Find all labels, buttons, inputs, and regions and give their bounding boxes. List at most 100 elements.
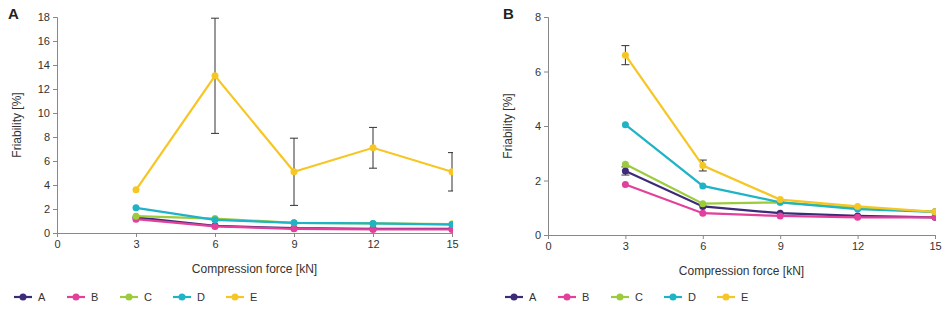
series-line [625, 185, 935, 218]
x-axis-title: Compression force [kN] [679, 264, 804, 278]
panel: A02468101214161803691215Friability [%]Co… [8, 5, 459, 303]
data-point [854, 214, 861, 221]
x-tick: 9 [778, 235, 784, 252]
x-tick: 3 [623, 235, 629, 252]
legend-item: A [14, 291, 46, 303]
x-tick-label: 9 [778, 240, 784, 252]
y-tick-mark [53, 185, 57, 186]
legend-item: B [558, 291, 589, 303]
x-tick: 15 [446, 233, 458, 250]
x-tick-mark [136, 233, 137, 237]
plot-area [133, 18, 454, 233]
y-tick: 6 [44, 155, 57, 167]
y-tick-label: 0 [535, 229, 541, 241]
y-axis-line [544, 18, 549, 236]
data-point [622, 181, 629, 188]
error-bar [369, 127, 377, 168]
series-line [625, 125, 935, 212]
x-tick-mark [373, 233, 374, 237]
legend-item: E [717, 291, 748, 303]
legend-swatch-marker [179, 294, 186, 301]
y-tick-label: 14 [38, 59, 50, 71]
legend-label: B [582, 291, 589, 303]
y-tick-label: 12 [38, 83, 50, 95]
x-tick-label: 3 [133, 238, 139, 250]
error-bar-cap [211, 133, 219, 134]
series [621, 167, 936, 221]
y-tick: 2 [535, 175, 548, 187]
data-point [212, 223, 219, 230]
data-point [291, 219, 298, 226]
x-tick-mark [548, 235, 549, 239]
data-point [699, 200, 706, 207]
y-tick-mark [53, 209, 57, 210]
legend-label: E [741, 291, 748, 303]
legend-swatch-marker [20, 294, 27, 301]
x-axis: 03691215 [545, 235, 941, 252]
data-point [699, 210, 706, 217]
legend-swatch-marker [617, 294, 624, 301]
x-tick-mark [625, 235, 626, 239]
x-axis-title: Compression force [kN] [192, 262, 317, 276]
y-tick-label: 18 [38, 11, 50, 23]
error-bar [448, 153, 453, 191]
data-point [449, 168, 454, 175]
y-tick-label: 8 [44, 131, 50, 143]
y-tick-label: 4 [44, 179, 50, 191]
y-tick-mark [53, 17, 57, 18]
legend-label: D [688, 291, 696, 303]
x-tick: 15 [929, 235, 941, 252]
legend-swatch-marker [511, 294, 518, 301]
y-tick-label: 8 [535, 11, 541, 23]
x-tick-mark [935, 235, 936, 239]
x-tick-label: 15 [929, 240, 941, 252]
y-tick-mark [544, 181, 548, 182]
y-tick-mark [544, 17, 548, 18]
error-bar-cap [211, 18, 219, 19]
data-point [370, 226, 377, 233]
x-tick-mark [452, 233, 453, 237]
y-tick-mark [53, 137, 57, 138]
y-tick-label: 4 [535, 120, 541, 132]
error-bar-cap [369, 168, 377, 169]
data-point [370, 144, 377, 151]
error-bar-cap [448, 152, 453, 153]
y-axis: 0 2 4 6 8 10 12 14 16 18 [38, 11, 58, 239]
x-axis: 03691215 [54, 233, 458, 250]
data-point [212, 222, 219, 229]
y-tick: 10 [38, 107, 57, 119]
y-tick-mark [53, 233, 57, 234]
y-tick-mark [53, 161, 57, 162]
error-bar-cap [699, 170, 707, 171]
legend-item: A [505, 291, 537, 303]
data-point [291, 219, 298, 226]
y-tick-label: 6 [44, 155, 50, 167]
legend-swatch-marker [670, 294, 677, 301]
y-tick-mark [53, 41, 57, 42]
x-tick: 0 [54, 233, 60, 250]
x-axis-line [58, 234, 453, 238]
error-bar-cap [448, 191, 453, 192]
x-tick-label: 15 [446, 238, 458, 250]
y-tick: 2 [44, 203, 57, 215]
legend-label: A [529, 291, 537, 303]
data-point [777, 196, 784, 203]
data-point [370, 220, 377, 227]
legend-label: E [250, 291, 257, 303]
x-tick-label: 0 [545, 240, 551, 252]
x-tick: 9 [291, 233, 297, 250]
y-tick-label: 16 [38, 35, 50, 47]
y-tick: 4 [535, 120, 548, 132]
x-tick-label: 12 [367, 238, 379, 250]
data-point [932, 208, 937, 215]
x-tick-mark [858, 235, 859, 239]
data-point [932, 208, 937, 215]
x-tick: 0 [545, 235, 551, 252]
x-tick-mark [215, 233, 216, 237]
y-tick: 8 [44, 131, 57, 143]
y-tick-label: 10 [38, 107, 50, 119]
legend-item: C [611, 291, 643, 303]
data-point [699, 182, 706, 189]
data-point [622, 121, 629, 128]
y-tick-label: 0 [44, 227, 50, 239]
